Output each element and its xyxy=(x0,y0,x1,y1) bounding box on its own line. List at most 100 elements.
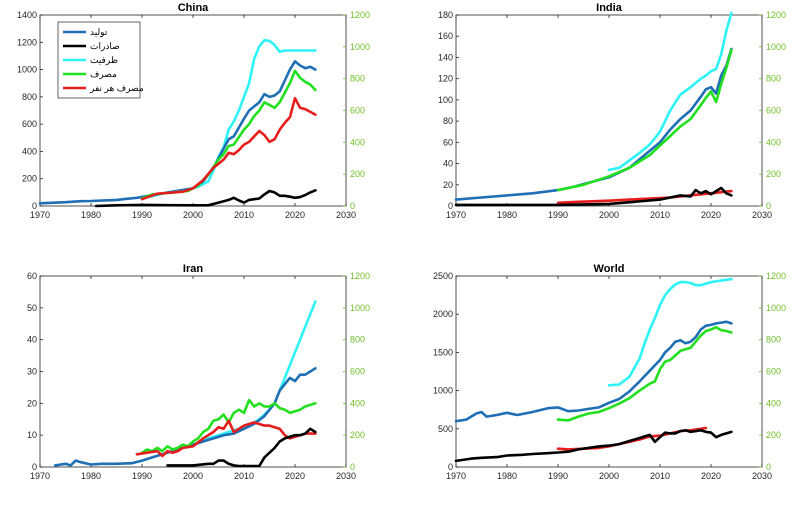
y-tick-label-left: 30 xyxy=(27,367,37,377)
y-tick-label-left: 140 xyxy=(438,52,453,62)
legend-label: ظرفیت xyxy=(90,55,118,66)
x-tick-label: 1980 xyxy=(497,210,517,220)
y-tick-label-right: 600 xyxy=(350,367,365,377)
y-tick-label-right: 400 xyxy=(350,398,365,408)
x-tick-label: 2010 xyxy=(650,471,670,481)
x-tick-label: 1970 xyxy=(446,471,466,481)
x-tick-label: 2030 xyxy=(336,471,356,481)
y-tick-label-right: 1200 xyxy=(766,10,786,20)
series-line xyxy=(94,189,317,208)
y-tick-label-right: 1000 xyxy=(766,42,786,52)
y-tick-label-left: 0 xyxy=(448,201,453,211)
x-tick-label: 1970 xyxy=(30,471,50,481)
series-line xyxy=(53,366,317,467)
y-tick-label-left: 120 xyxy=(438,74,453,84)
x-tick-label: 1980 xyxy=(497,471,517,481)
y-tick-label-left: 10 xyxy=(27,430,37,440)
series-line xyxy=(140,96,317,201)
y-tick-label-left: 20 xyxy=(443,180,453,190)
y-tick-label-left: 600 xyxy=(22,119,37,129)
y-tick-label-left: 0 xyxy=(32,462,37,472)
x-tick-label: 1990 xyxy=(132,210,152,220)
series-line xyxy=(556,48,733,192)
y-tick-label-left: 2500 xyxy=(433,271,453,281)
y-tick-label-left: 500 xyxy=(438,424,453,434)
y-tick-label-right: 600 xyxy=(766,106,781,116)
y-tick-label-right: 600 xyxy=(766,367,781,377)
y-tick-label-left: 180 xyxy=(438,10,453,20)
y-tick-label-right: 1200 xyxy=(350,10,370,20)
y-tick-label-left: 60 xyxy=(443,137,453,147)
y-tick-label-right: 600 xyxy=(350,106,365,116)
series-line xyxy=(607,11,733,172)
y-tick-label-right: 800 xyxy=(350,74,365,84)
plot-frame xyxy=(39,275,347,468)
x-tick-label: 2000 xyxy=(183,210,203,220)
y-tick-label-right: 1000 xyxy=(350,303,370,313)
x-tick-label: 2000 xyxy=(599,471,619,481)
y-tick-label-right: 800 xyxy=(350,335,365,345)
x-tick-label: 2020 xyxy=(701,471,721,481)
x-tick-label: 2000 xyxy=(183,471,203,481)
y-tick-label-right: 800 xyxy=(766,335,781,345)
legend-label: تولید xyxy=(90,27,108,38)
y-tick-label-right: 200 xyxy=(350,430,365,440)
series-line xyxy=(38,60,317,205)
legend-label: مصرف هر نفر xyxy=(89,83,144,94)
y-tick-label-left: 400 xyxy=(22,146,37,156)
legend: تولید صادرات ظرفیت مصرف مصرف هر نفر xyxy=(57,21,144,99)
y-tick-label-right: 200 xyxy=(766,430,781,440)
series-line xyxy=(140,69,317,200)
y-tick-label-right: 1000 xyxy=(350,42,370,52)
y-tick-label-right: 0 xyxy=(766,201,771,211)
y-tick-label-left: 1500 xyxy=(433,347,453,357)
x-tick-label: 1990 xyxy=(548,210,568,220)
y-tick-label-left: 80 xyxy=(443,116,453,126)
y-tick-label-right: 0 xyxy=(766,462,771,472)
y-tick-label-right: 400 xyxy=(766,398,781,408)
chart-title: India xyxy=(596,2,623,14)
y-tick-label-right: 0 xyxy=(350,201,355,211)
y-tick-label-left: 1400 xyxy=(17,10,37,20)
legend-label: صادرات xyxy=(90,41,120,52)
y-tick-label-right: 0 xyxy=(350,462,355,472)
x-tick-label: 2010 xyxy=(234,471,254,481)
y-tick-label-right: 200 xyxy=(766,169,781,179)
y-tick-label-right: 1200 xyxy=(350,271,370,281)
x-tick-label: 1990 xyxy=(132,471,152,481)
y-tick-label-right: 1200 xyxy=(766,271,786,281)
y-tick-label-left: 0 xyxy=(32,201,37,211)
series-line xyxy=(454,428,733,463)
x-tick-label: 2030 xyxy=(752,471,772,481)
x-tick-label: 1980 xyxy=(81,471,101,481)
y-tick-label-left: 1000 xyxy=(433,386,453,396)
y-tick-label-left: 800 xyxy=(22,92,37,102)
x-tick-label: 1970 xyxy=(30,210,50,220)
chart-title: China xyxy=(178,2,209,14)
series-line xyxy=(140,38,317,200)
series-line xyxy=(556,325,733,422)
x-tick-label: 2000 xyxy=(599,210,619,220)
x-tick-label: 2020 xyxy=(285,210,305,220)
x-tick-label: 1970 xyxy=(446,210,466,220)
y-tick-label-left: 60 xyxy=(27,271,37,281)
series-line xyxy=(607,277,733,387)
y-tick-label-left: 160 xyxy=(438,31,453,41)
series-line xyxy=(454,47,733,201)
y-tick-label-left: 200 xyxy=(22,174,37,184)
y-tick-label-left: 100 xyxy=(438,95,453,105)
y-tick-label-left: 0 xyxy=(448,462,453,472)
series-line xyxy=(140,398,317,455)
x-tick-label: 2030 xyxy=(752,210,772,220)
y-tick-label-left: 1200 xyxy=(17,37,37,47)
y-tick-label-left: 50 xyxy=(27,303,37,313)
chart-title: Iran xyxy=(183,263,203,275)
y-tick-label-left: 20 xyxy=(27,398,37,408)
y-tick-label-left: 40 xyxy=(27,335,37,345)
